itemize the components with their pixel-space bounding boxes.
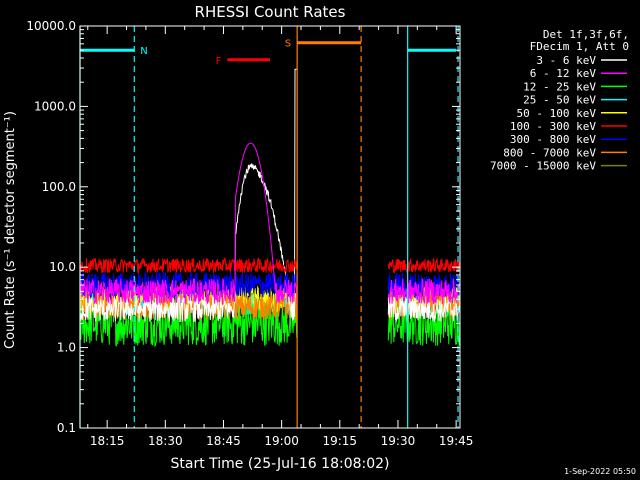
- chart-title: RHESSI Count Rates: [195, 3, 346, 21]
- x-tick-label: 18:45: [206, 434, 241, 448]
- series-line: [387, 271, 461, 299]
- legend-entry-label: 25 - 50 keV: [523, 94, 596, 107]
- legend-entry-label: 3 - 6 keV: [536, 54, 596, 67]
- x-tick-label: 18:30: [148, 434, 183, 448]
- footer-timestamp: 1-Sep-2022 05:50: [564, 467, 636, 476]
- legend-entry-label: 800 - 7000 keV: [503, 146, 596, 159]
- legend-entry-label: 7000 - 15000 keV: [490, 160, 596, 173]
- x-axis-label: Start Time (25-Jul-16 18:08:02): [170, 456, 389, 472]
- flag-label: N: [140, 46, 147, 57]
- series-line: [387, 296, 461, 323]
- x-axis: 18:15 18:30 18:45 19:00 19:15 19:30 19:45: [87, 26, 474, 448]
- series-line: [79, 257, 298, 275]
- plot-frame: [79, 25, 461, 429]
- legend-header-line-2: FDecim 1, Att 0: [530, 40, 629, 53]
- x-tick-label: 19:45: [439, 434, 474, 448]
- legend: Det 1f,3f,6f, FDecim 1, Att 0 3 - 6 keV6…: [490, 28, 629, 173]
- legend-header-line-1: Det 1f,3f,6f,: [543, 28, 629, 41]
- y-tick-label: 100.0: [42, 180, 76, 194]
- legend-entry-label: 6 - 12 keV: [530, 67, 597, 80]
- legend-entry-label: 12 - 25 keV: [523, 80, 596, 93]
- x-tick-label: 19:15: [322, 434, 357, 448]
- y-axis-label: Count Rate (s⁻¹ detector segment⁻¹): [3, 111, 18, 349]
- y-axis: 0.1 1.0 10.0 100.0 1000.0 10000.0: [26, 19, 460, 435]
- legend-entry-label: 100 - 300 keV: [510, 120, 596, 133]
- y-tick-label: 10000.0: [26, 19, 76, 33]
- y-tick-label: 10.0: [49, 260, 76, 274]
- x-tick-label: 19:00: [264, 434, 299, 448]
- series-line: [79, 68, 297, 323]
- y-tick-label: 1000.0: [34, 99, 76, 113]
- y-tick-label: 0.1: [57, 421, 76, 435]
- legend-entry-label: 300 - 800 keV: [510, 133, 596, 146]
- flag-label: F: [216, 56, 222, 67]
- series-line: [387, 278, 461, 305]
- series-line: [387, 257, 461, 274]
- x-tick-label: 19:30: [381, 434, 416, 448]
- legend-entry-label: 50 - 100 keV: [517, 107, 597, 120]
- x-tick-label: 18:15: [90, 434, 125, 448]
- flag-label: S: [285, 39, 291, 50]
- series-traces: [79, 68, 461, 348]
- series-line: [79, 142, 298, 306]
- y-tick-label: 1.0: [57, 341, 76, 355]
